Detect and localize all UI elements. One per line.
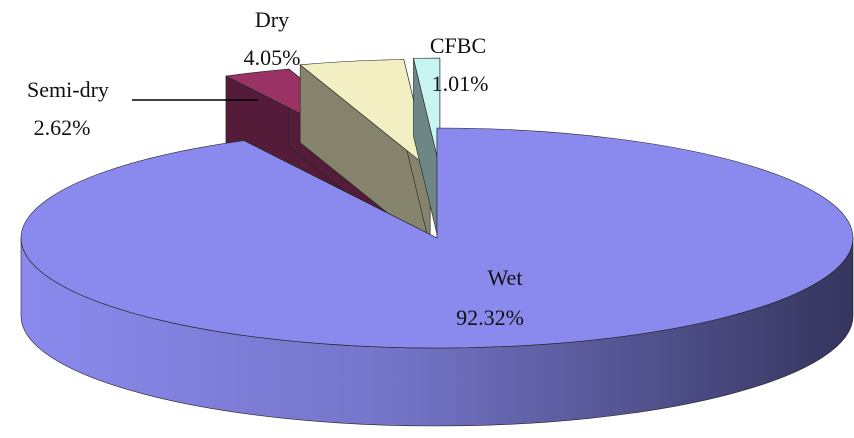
value-label: 4.05%: [244, 45, 301, 70]
pie: [20, 57, 854, 427]
category-label: CFBC: [430, 33, 486, 58]
value-label: 1.01%: [432, 71, 489, 96]
value-label: 2.62%: [34, 115, 91, 140]
category-label: Dry: [255, 7, 289, 32]
value-label: 92.32%: [456, 305, 524, 330]
category-label: Semi-dry: [27, 77, 109, 102]
slice: [413, 57, 441, 169]
labels: Wet 92.32% Semi-dry 2.62% Dry 4.05% CFBC 1.01%: [27, 7, 524, 330]
slice: [299, 59, 431, 171]
slice: [20, 127, 854, 349]
category-label: Wet: [488, 265, 523, 290]
